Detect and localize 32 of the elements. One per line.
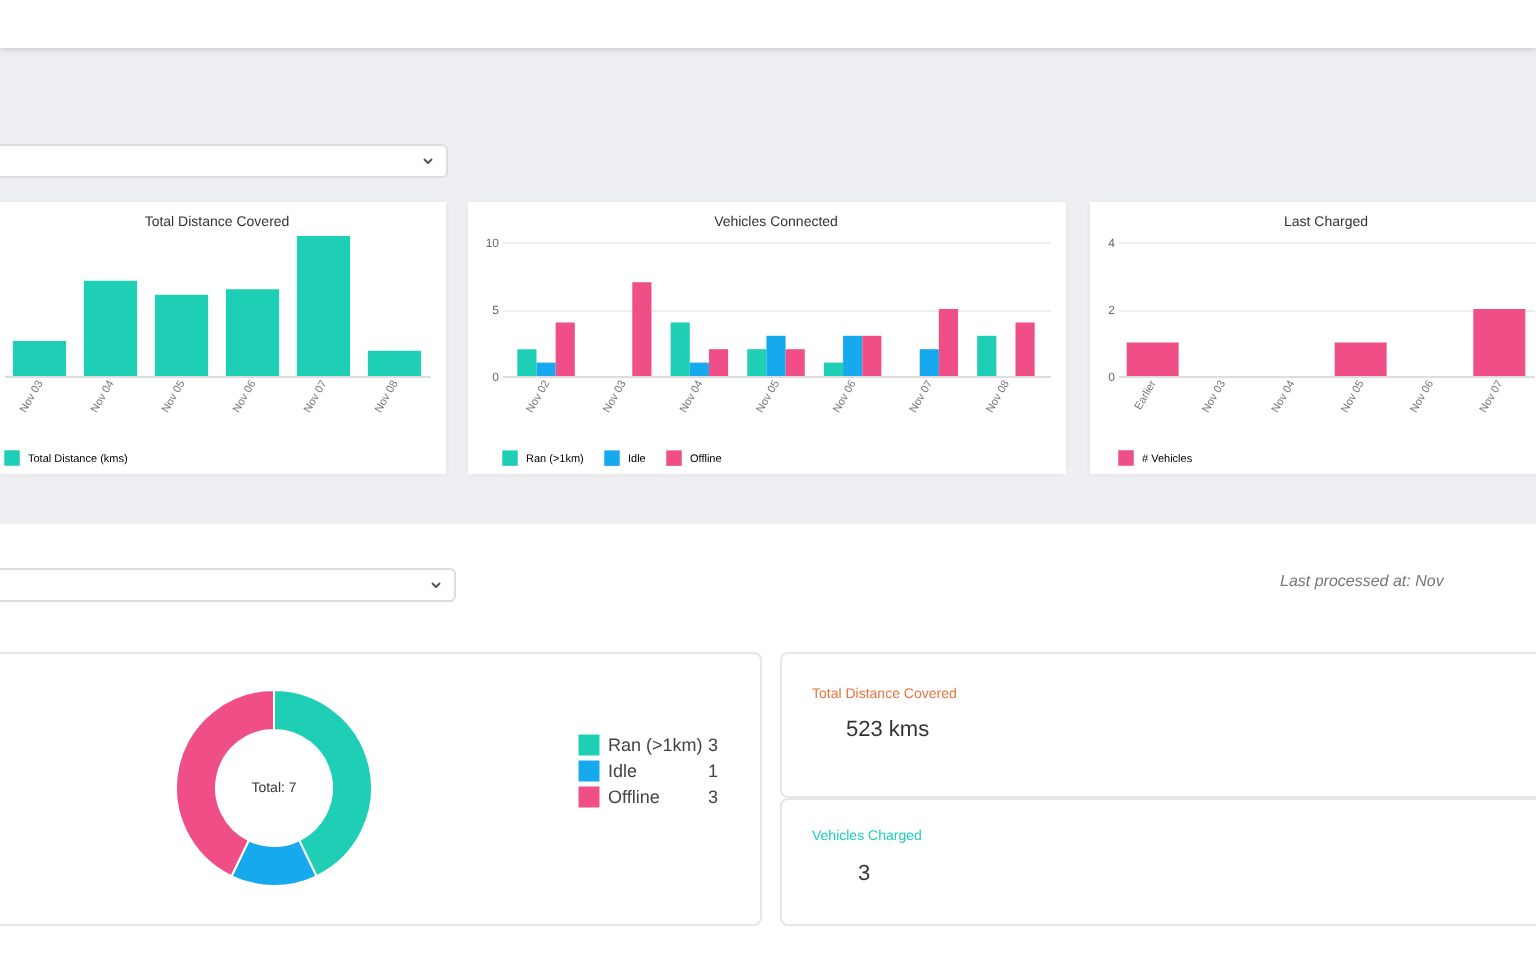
bar [708,349,729,376]
bar [536,362,556,376]
bar [12,341,67,376]
bar [823,362,844,376]
legend-label: Idle [608,761,638,781]
bar [862,335,882,376]
bar [632,282,652,376]
legend-label: Offline [608,787,660,807]
text: 523 kms [846,718,930,742]
bar [938,309,959,376]
bar [225,289,280,376]
legend-label: Ran (>1km) [608,735,703,755]
bar [296,236,351,376]
data-label: 3 [707,787,718,807]
bar [977,335,997,376]
bar [1015,322,1035,376]
bar [785,349,805,376]
bar [517,349,537,376]
text: 3 [858,862,871,886]
bar [843,335,863,376]
bar [154,294,209,376]
bar [747,349,767,376]
bar [367,350,422,376]
bar [83,280,138,376]
data-label: 1 [707,761,718,781]
text: Last processed at: Nov [1280,572,1444,590]
bar [766,335,786,376]
bar [689,362,709,376]
bar [919,349,939,376]
bar [670,322,690,376]
bar [555,322,575,376]
data-label: 3 [707,735,718,755]
